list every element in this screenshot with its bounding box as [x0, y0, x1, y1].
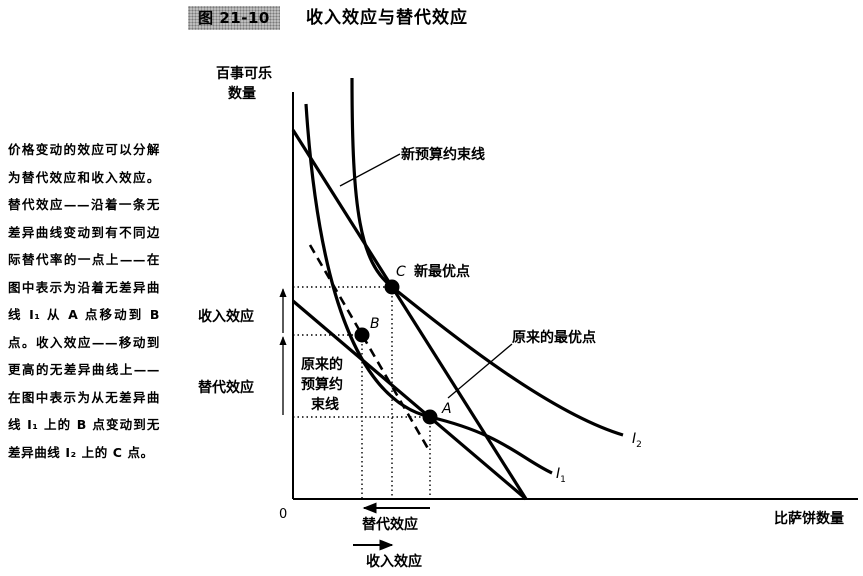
substitution-effect-x-label: 替代效应	[362, 516, 418, 533]
caption-text: 价格变动的效应可以分解为替代效应和收入效应。替代效应——沿着一条无差异曲线变动到…	[8, 142, 160, 460]
new-budget-leader	[339, 153, 401, 187]
x-axis-label: 比萨饼数量	[774, 510, 844, 527]
income-effect-x-label: 收入效应	[366, 553, 422, 570]
original-optimum-label: 原来的最优点	[512, 329, 596, 346]
original-budget-label-3: 束线	[311, 396, 339, 413]
i2-subscript: 2	[636, 440, 642, 450]
income-effect-y-label: 收入效应	[198, 308, 254, 325]
new-budget-line-label: 新预算约束线	[401, 146, 485, 163]
y-axis-label-line1: 百事可乐	[216, 65, 272, 82]
origin-label: 0	[279, 507, 287, 522]
new-budget-line	[291, 129, 528, 500]
figure-number-badge: 图 21-10	[188, 6, 280, 30]
original-budget-label-1: 原来的	[301, 356, 343, 373]
original-optimum-leader	[447, 343, 513, 399]
i2-letter: I	[632, 431, 636, 447]
i1-label: I1	[556, 466, 566, 485]
indifference-curve-i2	[350, 77, 624, 437]
compensated-budget-line	[308, 244, 432, 453]
substitution-effect-y-label: 替代效应	[198, 379, 254, 396]
point-b-dot	[354, 327, 370, 343]
original-budget-label-2: 预算约	[301, 376, 343, 393]
point-a-label: A	[441, 401, 452, 417]
indifference-curve-i1	[304, 103, 553, 475]
point-c-label: C	[396, 264, 406, 280]
point-b-label: B	[370, 316, 380, 332]
i2-label: I2	[632, 431, 642, 450]
figure-title: 收入效应与替代效应	[306, 8, 468, 28]
point-c-dot	[384, 279, 400, 295]
i1-letter: I	[556, 466, 560, 482]
point-a-dot	[422, 409, 438, 425]
original-budget-line	[291, 299, 528, 501]
i1-subscript: 1	[560, 475, 566, 485]
new-optimum-label: 新最优点	[414, 263, 470, 280]
y-axis-label-line2: 数量	[228, 85, 256, 102]
